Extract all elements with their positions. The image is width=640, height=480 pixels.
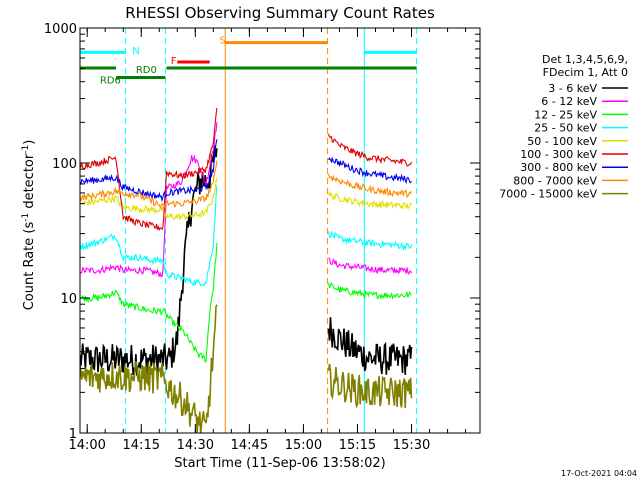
chart-title: RHESSI Observing Summary Count Rates bbox=[125, 4, 435, 22]
series-line-1-segment-0 bbox=[80, 122, 218, 277]
series-line-7-segment-1 bbox=[328, 173, 412, 198]
legend-header-0: Det 1,3,4,5,6,9, bbox=[542, 53, 628, 66]
series-line-5-segment-0 bbox=[80, 107, 218, 232]
y-tick-label-3: 1000 bbox=[44, 22, 77, 37]
legend-label-3: 25 - 50 keV bbox=[534, 122, 597, 135]
legend-label-5: 100 - 300 keV bbox=[520, 148, 597, 161]
annotation-label-3: S bbox=[219, 36, 225, 47]
series-line-2-segment-1 bbox=[328, 282, 412, 301]
series-line-3-segment-0 bbox=[80, 185, 218, 287]
y-axis-label-sup1: -1 bbox=[21, 213, 31, 222]
series-line-5-segment-1 bbox=[328, 133, 413, 167]
series-line-4-segment-0 bbox=[80, 178, 218, 221]
legend-label-8: 7000 - 15000 keV bbox=[499, 188, 597, 201]
series-line-1-segment-1 bbox=[328, 257, 412, 275]
y-axis-label-sup2: -1 bbox=[21, 145, 31, 154]
series-line-6-segment-0 bbox=[80, 139, 218, 203]
x-tick-label-1: 14:15 bbox=[123, 438, 160, 453]
y-axis-label-text: Count Rate (s bbox=[22, 222, 37, 311]
y-axis-label-mid: detector bbox=[22, 153, 37, 213]
legend-label-7: 800 - 7000 keV bbox=[513, 174, 597, 187]
legend: Det 1,3,4,5,6,9,FDecim 1, Att 0 3 - 6 keV… bbox=[499, 53, 628, 201]
series-group bbox=[80, 107, 413, 433]
x-tick-label-3: 14:45 bbox=[231, 438, 268, 453]
y-axis-label-end: ) bbox=[22, 140, 37, 145]
legend-label-6: 300 - 800 keV bbox=[520, 161, 597, 174]
series-line-2-segment-0 bbox=[80, 242, 218, 363]
series-line-7-segment-0 bbox=[80, 160, 218, 209]
y-tick-label-0: 1 bbox=[69, 427, 77, 442]
y-tick-label-2: 100 bbox=[52, 157, 77, 172]
y-tick-label-1: 10 bbox=[60, 292, 77, 307]
plot-area: N F S RD0 RD6 1 10 100 1000 14:00 14:15 14:30 14:45 1… bbox=[44, 22, 481, 453]
annotation-label-6: RD6 bbox=[100, 76, 121, 87]
series-line-6-segment-1 bbox=[328, 157, 412, 185]
legend-label-1: 6 - 12 keV bbox=[541, 95, 597, 108]
x-tick-label-6: 15:30 bbox=[393, 438, 430, 453]
legend-label-0: 3 - 6 keV bbox=[548, 82, 597, 95]
series-line-0-segment-0 bbox=[80, 145, 218, 376]
annotation-label-2: F bbox=[171, 56, 177, 67]
series-line-8-segment-1 bbox=[327, 363, 413, 409]
x-tick-label-5: 15:15 bbox=[339, 438, 376, 453]
series-line-0-segment-1 bbox=[327, 317, 413, 375]
series-line-4-segment-1 bbox=[328, 190, 412, 210]
annotation-label-4: RD0 bbox=[136, 65, 157, 76]
legend-label-4: 50 - 100 keV bbox=[527, 135, 597, 148]
legend-label-2: 12 - 25 keV bbox=[534, 108, 597, 121]
y-axis-label: Count Rate (s-1 detector-1) bbox=[21, 140, 37, 311]
series-line-3-segment-1 bbox=[328, 230, 413, 252]
x-axis-label: Start Time (11-Sep-06 13:58:02) bbox=[174, 456, 385, 471]
footer-date: 17-Oct-2021 04:04 bbox=[561, 469, 637, 478]
series-line-8-segment-0 bbox=[80, 304, 218, 433]
x-tick-label-0: 14:00 bbox=[68, 438, 105, 453]
legend-header-1: FDecim 1, Att 0 bbox=[543, 66, 628, 79]
axes-frame bbox=[79, 27, 481, 434]
x-tick-label-2: 14:30 bbox=[177, 438, 214, 453]
x-tick-label-4: 15:00 bbox=[285, 438, 322, 453]
annotation-label-0: N bbox=[132, 46, 139, 57]
